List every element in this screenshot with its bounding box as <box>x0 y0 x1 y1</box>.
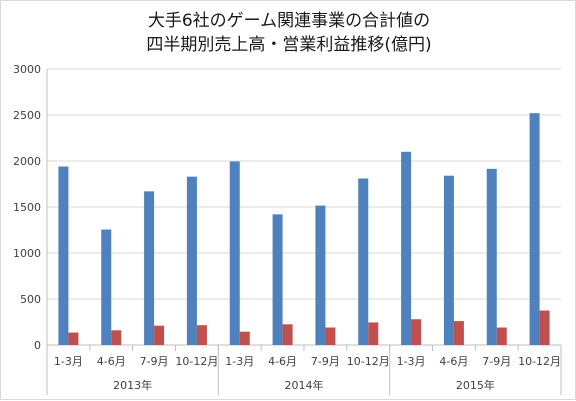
x-category-label: 1-3月 <box>54 355 83 368</box>
bar-series2-4 <box>196 325 207 345</box>
y-tick-label: 3000 <box>13 63 41 76</box>
y-tick-label: 0 <box>34 339 41 352</box>
bar-series2-9 <box>411 319 422 345</box>
bar-series2-6 <box>282 324 293 345</box>
bar-series2-11 <box>496 327 507 345</box>
x-category-label: 1-3月 <box>397 355 426 368</box>
x-group-label: 2013年 <box>113 378 152 392</box>
x-category-label: 10-12月 <box>175 355 218 368</box>
bar-series2-10 <box>453 321 464 345</box>
x-category-label: 7-9月 <box>140 355 169 368</box>
bar-series2-12 <box>539 310 550 345</box>
y-tick-label: 2000 <box>13 155 41 168</box>
bar-series1-1 <box>58 166 69 345</box>
y-tick-label: 500 <box>20 293 41 306</box>
bar-series1-6 <box>272 214 283 345</box>
bar-series2-2 <box>111 330 122 345</box>
bar-series1-10 <box>443 175 454 345</box>
x-category-label: 10-12月 <box>518 355 561 368</box>
x-category-label: 4-6月 <box>97 355 126 368</box>
bar-series2-1 <box>68 332 79 345</box>
x-group-label: 2014年 <box>285 378 324 392</box>
y-tick-label: 1000 <box>13 247 41 260</box>
x-category-label: 4-6月 <box>268 355 297 368</box>
bar-series1-7 <box>315 205 326 345</box>
bar-series1-11 <box>486 168 497 345</box>
x-category-label: 7-9月 <box>482 355 511 368</box>
bar-series1-9 <box>401 151 412 345</box>
bar-series1-5 <box>229 161 240 345</box>
x-category-label: 4-6月 <box>439 355 468 368</box>
bar-series2-7 <box>325 327 336 345</box>
x-category-label: 7-9月 <box>311 355 340 368</box>
bar-series2-5 <box>239 331 250 345</box>
chart-title: 大手6社のゲーム関連事業の合計値の 四半期別売上高・営業利益推移(億円) <box>1 9 576 57</box>
y-tick-label: 2500 <box>13 109 41 122</box>
x-category-label: 1-3月 <box>225 355 254 368</box>
x-group-label: 2015年 <box>456 378 495 392</box>
y-tick-label: 1500 <box>13 201 41 214</box>
chart-title-line-1: 大手6社のゲーム関連事業の合計値の <box>147 11 431 31</box>
bar-series2-8 <box>368 322 379 345</box>
bar-series1-4 <box>186 176 197 345</box>
chart-title-line-2: 四半期別売上高・営業利益推移(億円) <box>146 35 432 55</box>
bar-series1-8 <box>358 178 369 345</box>
bar-series1-12 <box>529 113 540 345</box>
x-category-label: 10-12月 <box>347 355 390 368</box>
bar-series1-2 <box>101 229 112 345</box>
bar-series2-3 <box>154 325 165 345</box>
bar-series1-3 <box>144 191 155 345</box>
